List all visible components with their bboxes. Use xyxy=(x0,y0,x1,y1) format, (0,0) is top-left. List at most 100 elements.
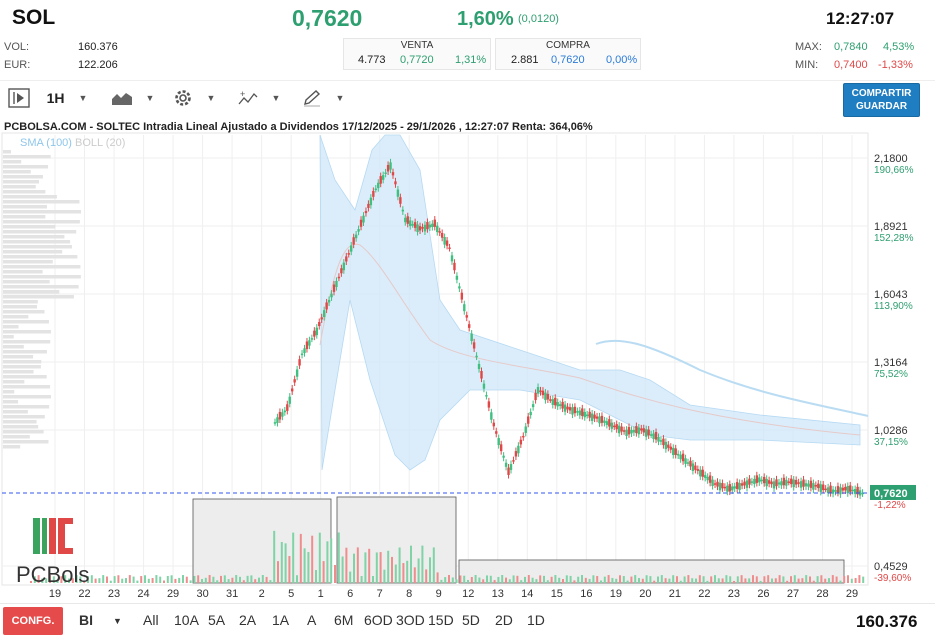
volume-bar xyxy=(269,580,272,583)
period-15d[interactable]: 15D xyxy=(428,612,454,628)
candle-body xyxy=(460,292,464,300)
volume-bar xyxy=(151,577,154,583)
volume-bar xyxy=(691,578,694,583)
volume-bar xyxy=(102,575,105,583)
min-label: MIN: xyxy=(795,59,819,71)
x-tick-label: 24 xyxy=(137,588,149,600)
volume-bar xyxy=(273,530,276,583)
indicators-selector[interactable]: + ▼ xyxy=(236,87,282,109)
period-a[interactable]: A xyxy=(307,612,317,628)
volume-profile-bar xyxy=(3,340,51,344)
bi-selector[interactable]: BI xyxy=(79,612,93,628)
save-label: GUARDAR xyxy=(855,101,908,112)
chart-legend: SMA (100) BOLL (20) xyxy=(20,137,125,149)
volume-profile-bar xyxy=(3,250,63,254)
y-tick-pct: 37,15% xyxy=(874,437,908,448)
candle-body xyxy=(657,436,660,442)
candle-body xyxy=(350,245,353,252)
volume-bar xyxy=(455,579,458,583)
volume-bar xyxy=(748,578,751,583)
chevron-down-icon: ▼ xyxy=(206,93,216,103)
volume-bar xyxy=(676,576,678,583)
candle-body xyxy=(431,223,434,228)
volume-bar xyxy=(284,543,287,583)
x-tick-label: 16 xyxy=(580,588,592,600)
candle-body xyxy=(362,215,365,223)
volume-bar xyxy=(531,577,534,583)
y-tick-price: 0,4529 xyxy=(874,561,908,573)
period-2a[interactable]: 2A xyxy=(239,612,257,628)
x-tick-label: 15 xyxy=(551,588,563,600)
settings-selector[interactable]: ▼ xyxy=(171,87,217,109)
timeframe-selector[interactable]: 1H ▼ xyxy=(44,87,90,109)
volume-bar xyxy=(265,576,268,583)
candle-body xyxy=(384,172,387,174)
vol-label: VOL: xyxy=(4,41,30,53)
volume-bar xyxy=(292,532,295,583)
candle-body xyxy=(686,462,690,464)
chevron-down-icon[interactable]: ▼ xyxy=(113,616,122,626)
play-replay-icon[interactable] xyxy=(6,87,32,109)
candle-body xyxy=(303,348,306,354)
candle-body xyxy=(495,431,498,434)
volume-bar xyxy=(280,541,283,583)
vol-value: 160.376 xyxy=(78,41,118,53)
period-60d[interactable]: 6OD xyxy=(364,612,393,628)
candle-body xyxy=(293,379,296,383)
last-price-tag xyxy=(870,484,916,500)
candle-body xyxy=(448,247,451,249)
volume-bar xyxy=(467,579,469,583)
period-5a[interactable]: 5A xyxy=(208,612,226,628)
candle-body xyxy=(861,492,864,495)
candle-body xyxy=(310,338,314,340)
candle-body xyxy=(748,478,751,485)
candle-body xyxy=(785,479,788,486)
candle-body xyxy=(342,262,346,271)
period-all[interactable]: All xyxy=(143,612,159,628)
volume-bar xyxy=(493,580,496,583)
candle-body xyxy=(696,469,700,471)
period-6m[interactable]: 6M xyxy=(334,612,354,628)
candle-body xyxy=(352,237,355,245)
candle-body xyxy=(605,421,609,425)
volume-bar xyxy=(451,577,454,583)
volume-profile-bar xyxy=(3,425,39,429)
candle-body xyxy=(436,225,439,233)
candle-body xyxy=(389,162,392,170)
volume-bar xyxy=(581,575,583,583)
volume-bar xyxy=(128,575,131,583)
volume-bar xyxy=(839,580,842,583)
candle-body xyxy=(841,487,845,491)
candle-body xyxy=(826,487,830,494)
volume-profile-bar xyxy=(3,200,80,204)
candle-body xyxy=(763,476,766,484)
y-tick-pct: 113,90% xyxy=(874,301,913,312)
candle-body xyxy=(738,482,741,490)
candle-body xyxy=(794,479,798,485)
period-1d[interactable]: 1D xyxy=(527,612,545,628)
period-2d[interactable]: 2D xyxy=(495,612,513,628)
drawing-tools-selector[interactable]: ▼ xyxy=(300,87,346,109)
change-absolute: (0,0120) xyxy=(518,13,559,25)
period-5d[interactable]: 5D xyxy=(462,612,480,628)
candle-body xyxy=(701,469,704,477)
candle-body xyxy=(765,478,768,487)
volume-bar xyxy=(349,571,352,583)
config-button[interactable]: CONFG. xyxy=(3,607,63,635)
candle-body xyxy=(858,490,862,496)
candle-body xyxy=(438,231,441,233)
candle-body xyxy=(735,482,739,489)
period-10a[interactable]: 10A xyxy=(174,612,199,628)
volume-profile-bar xyxy=(3,195,57,199)
candle-body xyxy=(797,482,800,484)
volume-bar xyxy=(592,575,595,583)
volume-bar xyxy=(379,552,382,583)
candle-body xyxy=(662,438,665,446)
period-30d[interactable]: 3OD xyxy=(396,612,425,628)
buy-price: 0,7620 xyxy=(551,54,585,66)
share-save-button[interactable]: COMPARTIR GUARDAR xyxy=(843,83,920,117)
period-1a[interactable]: 1A xyxy=(272,612,290,628)
chart-type-selector[interactable]: ▼ xyxy=(110,87,156,109)
volume-profile-bar xyxy=(3,355,34,359)
